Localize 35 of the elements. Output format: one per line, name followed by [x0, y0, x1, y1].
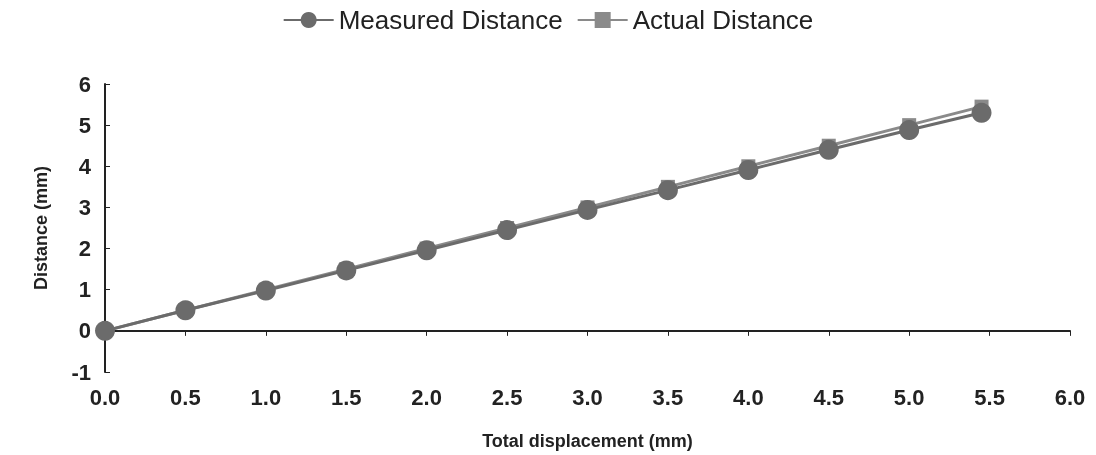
- x-tick-label: 3.5: [652, 384, 684, 410]
- x-tick-label: 5.0: [893, 384, 925, 410]
- x-tick-label: 0.5: [170, 384, 201, 410]
- x-tick-label: 1.5: [330, 384, 362, 410]
- point: [818, 139, 839, 160]
- y-tick-label: -1: [71, 359, 91, 385]
- y-tick-label: 4: [78, 153, 92, 179]
- point: [738, 159, 759, 180]
- x-tick-label: 0.0: [89, 384, 121, 410]
- x-tick-label: 5.5: [974, 384, 1005, 410]
- legend-label: Measured Distance: [338, 5, 563, 35]
- point: [657, 180, 678, 201]
- x-tick-label: 4.5: [813, 384, 845, 410]
- y-tick-label: 2: [78, 236, 91, 262]
- x-axis-title: Total displacement (mm): [482, 431, 693, 451]
- x-tick-label: 1.0: [250, 384, 282, 410]
- x-tick-label: 3.0: [572, 384, 603, 410]
- y-axis-title: Distance (mm): [31, 165, 51, 291]
- point: [899, 120, 920, 141]
- point: [255, 280, 276, 301]
- legend-label: Actual Distance: [632, 5, 814, 35]
- x-tick-label: 2.0: [411, 384, 442, 410]
- x-tick-label: 6.0: [1054, 384, 1086, 410]
- x-tick-label: 4.0: [733, 384, 764, 410]
- x-tick-label: 2.5: [491, 384, 523, 410]
- y-tick-label: 0: [78, 318, 91, 344]
- y-tick-label: 6: [78, 71, 91, 97]
- point: [497, 220, 518, 241]
- y-tick-label: 1: [78, 277, 91, 303]
- y-tick-label: 3: [78, 194, 91, 220]
- point: [336, 260, 357, 281]
- point: [416, 240, 437, 261]
- y-tick-label: 5: [78, 112, 91, 138]
- point: [971, 102, 992, 123]
- point: [577, 199, 598, 220]
